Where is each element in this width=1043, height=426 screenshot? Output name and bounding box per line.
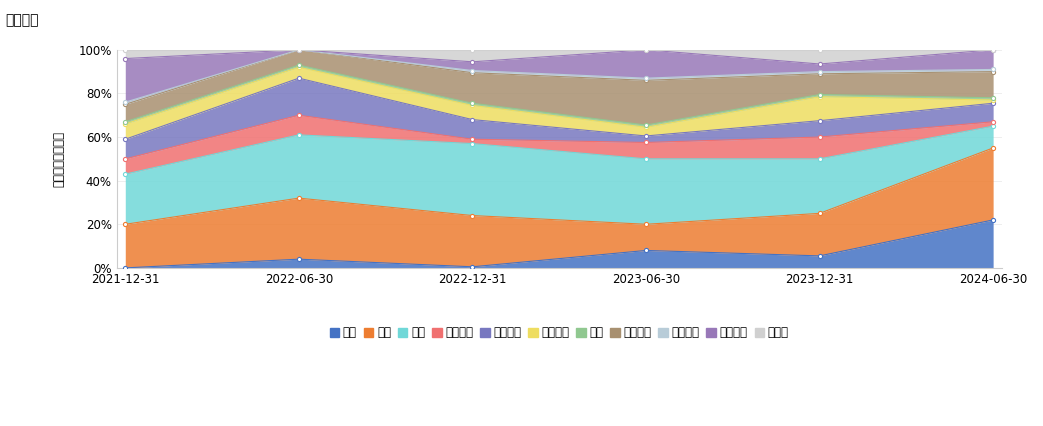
Y-axis label: 占股票投资市值比: 占股票投资市值比 bbox=[52, 131, 66, 187]
Text: 行业占比: 行业占比 bbox=[5, 13, 39, 27]
Legend: 能源, 材料, 工业, 可选消费, 日常消费, 医疗保健, 金融, 信息技术, 电信服务, 公用事业, 房地产: 能源, 材料, 工业, 可选消费, 日常消费, 医疗保健, 金融, 信息技术, … bbox=[325, 322, 794, 344]
